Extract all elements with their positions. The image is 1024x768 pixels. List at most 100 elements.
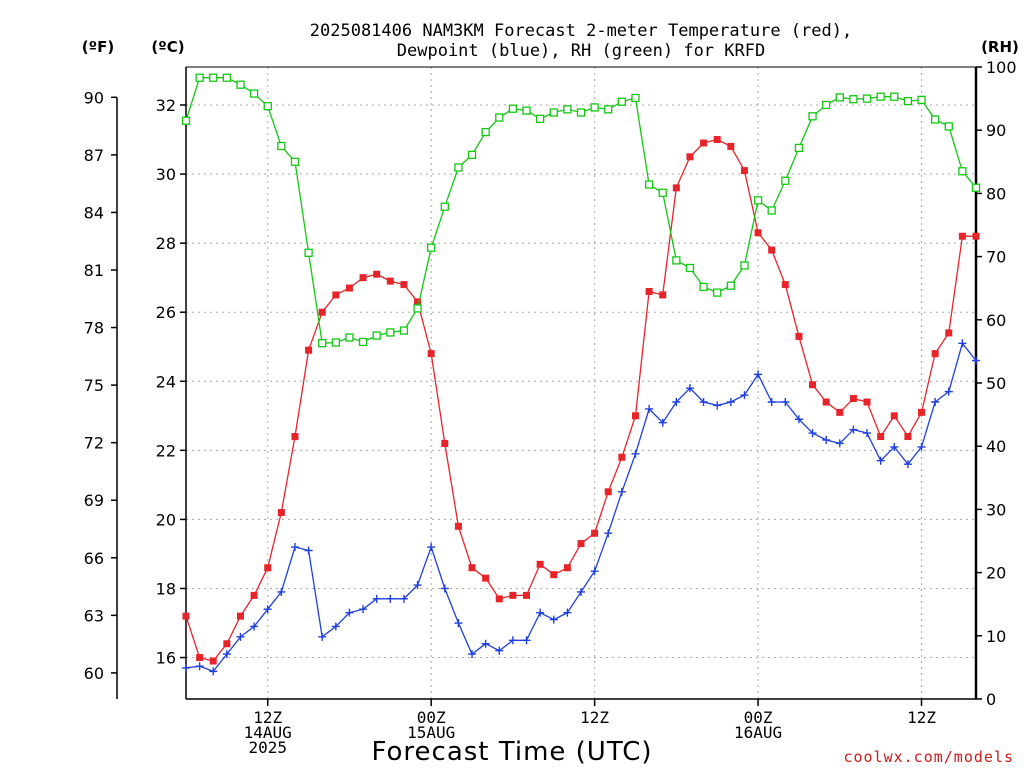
temperature-point (958, 232, 966, 240)
temperature-point (781, 281, 789, 289)
dewpoint-point (835, 439, 844, 448)
rh-point (508, 104, 518, 113)
temperature-point (604, 488, 612, 496)
temperature-point (768, 246, 776, 254)
temperature-point (305, 346, 313, 354)
rh-point (358, 337, 368, 347)
rh-tick-label: 40 (986, 437, 1006, 456)
dewpoint-point (563, 608, 572, 617)
dewpoint-point (454, 619, 463, 628)
rh-point (726, 281, 735, 290)
dewpoint-point (767, 397, 776, 406)
rh-point (699, 282, 708, 292)
rh-point (862, 94, 872, 103)
temperature-point (223, 640, 231, 648)
rh-point (427, 243, 436, 252)
credit-text: coolwx.com/models (843, 748, 1014, 766)
rh-point (277, 141, 286, 151)
unit-celsius: (ºC) (151, 38, 184, 56)
rh-point (631, 93, 640, 103)
fahrenheit-tick-label: 75 (84, 376, 104, 395)
dewpoint-point (386, 594, 395, 603)
dewpoint-point (549, 615, 558, 624)
rh-tick-label: 0 (986, 690, 996, 709)
dewpoint-point (944, 387, 953, 396)
temperature-point (809, 381, 817, 389)
temperature-point (836, 408, 844, 416)
fahrenheit-tick-label: 78 (84, 319, 104, 338)
dewpoint-point (754, 370, 763, 379)
dewpoint-point (822, 435, 831, 444)
temperature-line (185, 138, 976, 662)
rh-point (753, 196, 763, 205)
temperature-point (918, 408, 926, 416)
temperature-point (550, 571, 558, 579)
dewpoint-point (658, 418, 667, 427)
series-temperature (182, 136, 980, 665)
dewpoint-point (604, 529, 613, 538)
temperature-point (196, 654, 204, 662)
temperature-point (523, 591, 531, 599)
rh-point (467, 150, 477, 159)
dewpoint-point (685, 384, 694, 393)
dewpoint-line (185, 341, 977, 673)
temperature-point (727, 142, 735, 150)
dewpoint-point (794, 415, 803, 424)
dewpoint-point (468, 650, 477, 659)
temperature-point (618, 453, 626, 461)
fahrenheit-tick-label: 66 (84, 549, 104, 568)
temperature-point (427, 350, 435, 358)
time-tick-label: 15AUG (407, 723, 455, 742)
celsius-tick-label: 20 (156, 510, 176, 529)
temperature-point (645, 287, 653, 295)
fahrenheit-tick-label: 60 (84, 664, 104, 683)
dewpoint-point (318, 632, 327, 641)
dewpoint-point (958, 339, 967, 348)
rh-point (590, 103, 599, 112)
temperature-point (863, 398, 871, 406)
rh-point (222, 73, 232, 82)
dewpoint-point (331, 622, 340, 631)
rh-point (767, 206, 776, 215)
celsius-tick-label: 28 (156, 234, 176, 253)
rh-point (263, 102, 272, 111)
dewpoint-point (427, 543, 436, 552)
celsius-tick-label: 26 (156, 303, 176, 322)
axes (116, 66, 978, 700)
dewpoint-point (617, 487, 626, 496)
rh-point (890, 92, 899, 101)
fahrenheit-axis: 60 63 66 69 72 75 78 81 84 87 90 (84, 88, 117, 683)
temperature-point (495, 595, 503, 603)
temperature-point (877, 433, 885, 441)
temperature-point (849, 395, 857, 403)
rh-point (713, 288, 722, 297)
rh-point (944, 122, 953, 131)
temperature-point (291, 433, 299, 441)
dewpoint-point (399, 594, 408, 603)
rh-point (345, 333, 354, 342)
dewpoint-point (577, 587, 585, 596)
dewpoint-point (536, 608, 545, 617)
fahrenheit-tick-label: 72 (84, 434, 104, 453)
rh-point (195, 73, 204, 82)
rh-point (849, 95, 858, 104)
dewpoint-point (209, 667, 218, 676)
temperature-point (931, 350, 939, 358)
rh-point (236, 80, 245, 89)
celsius-axis: 16 18 20 22 24 26 28 30 32 (156, 96, 186, 668)
rh-point (672, 256, 681, 265)
rh-tick-label: 80 (986, 184, 1006, 203)
fahrenheit-tick-label: 69 (84, 491, 104, 510)
rh-tick-label: 60 (986, 311, 1006, 330)
rh-point (835, 93, 844, 102)
rh-point (930, 115, 940, 124)
rh-point (454, 163, 463, 172)
rh-axis: 0 10 20 30 40 50 60 70 80 90 100 (976, 58, 1017, 709)
rh-point (971, 183, 981, 192)
plot-series (181, 73, 981, 676)
rh-point (563, 105, 572, 114)
temperature-point (659, 291, 667, 299)
rh-point (549, 108, 558, 117)
